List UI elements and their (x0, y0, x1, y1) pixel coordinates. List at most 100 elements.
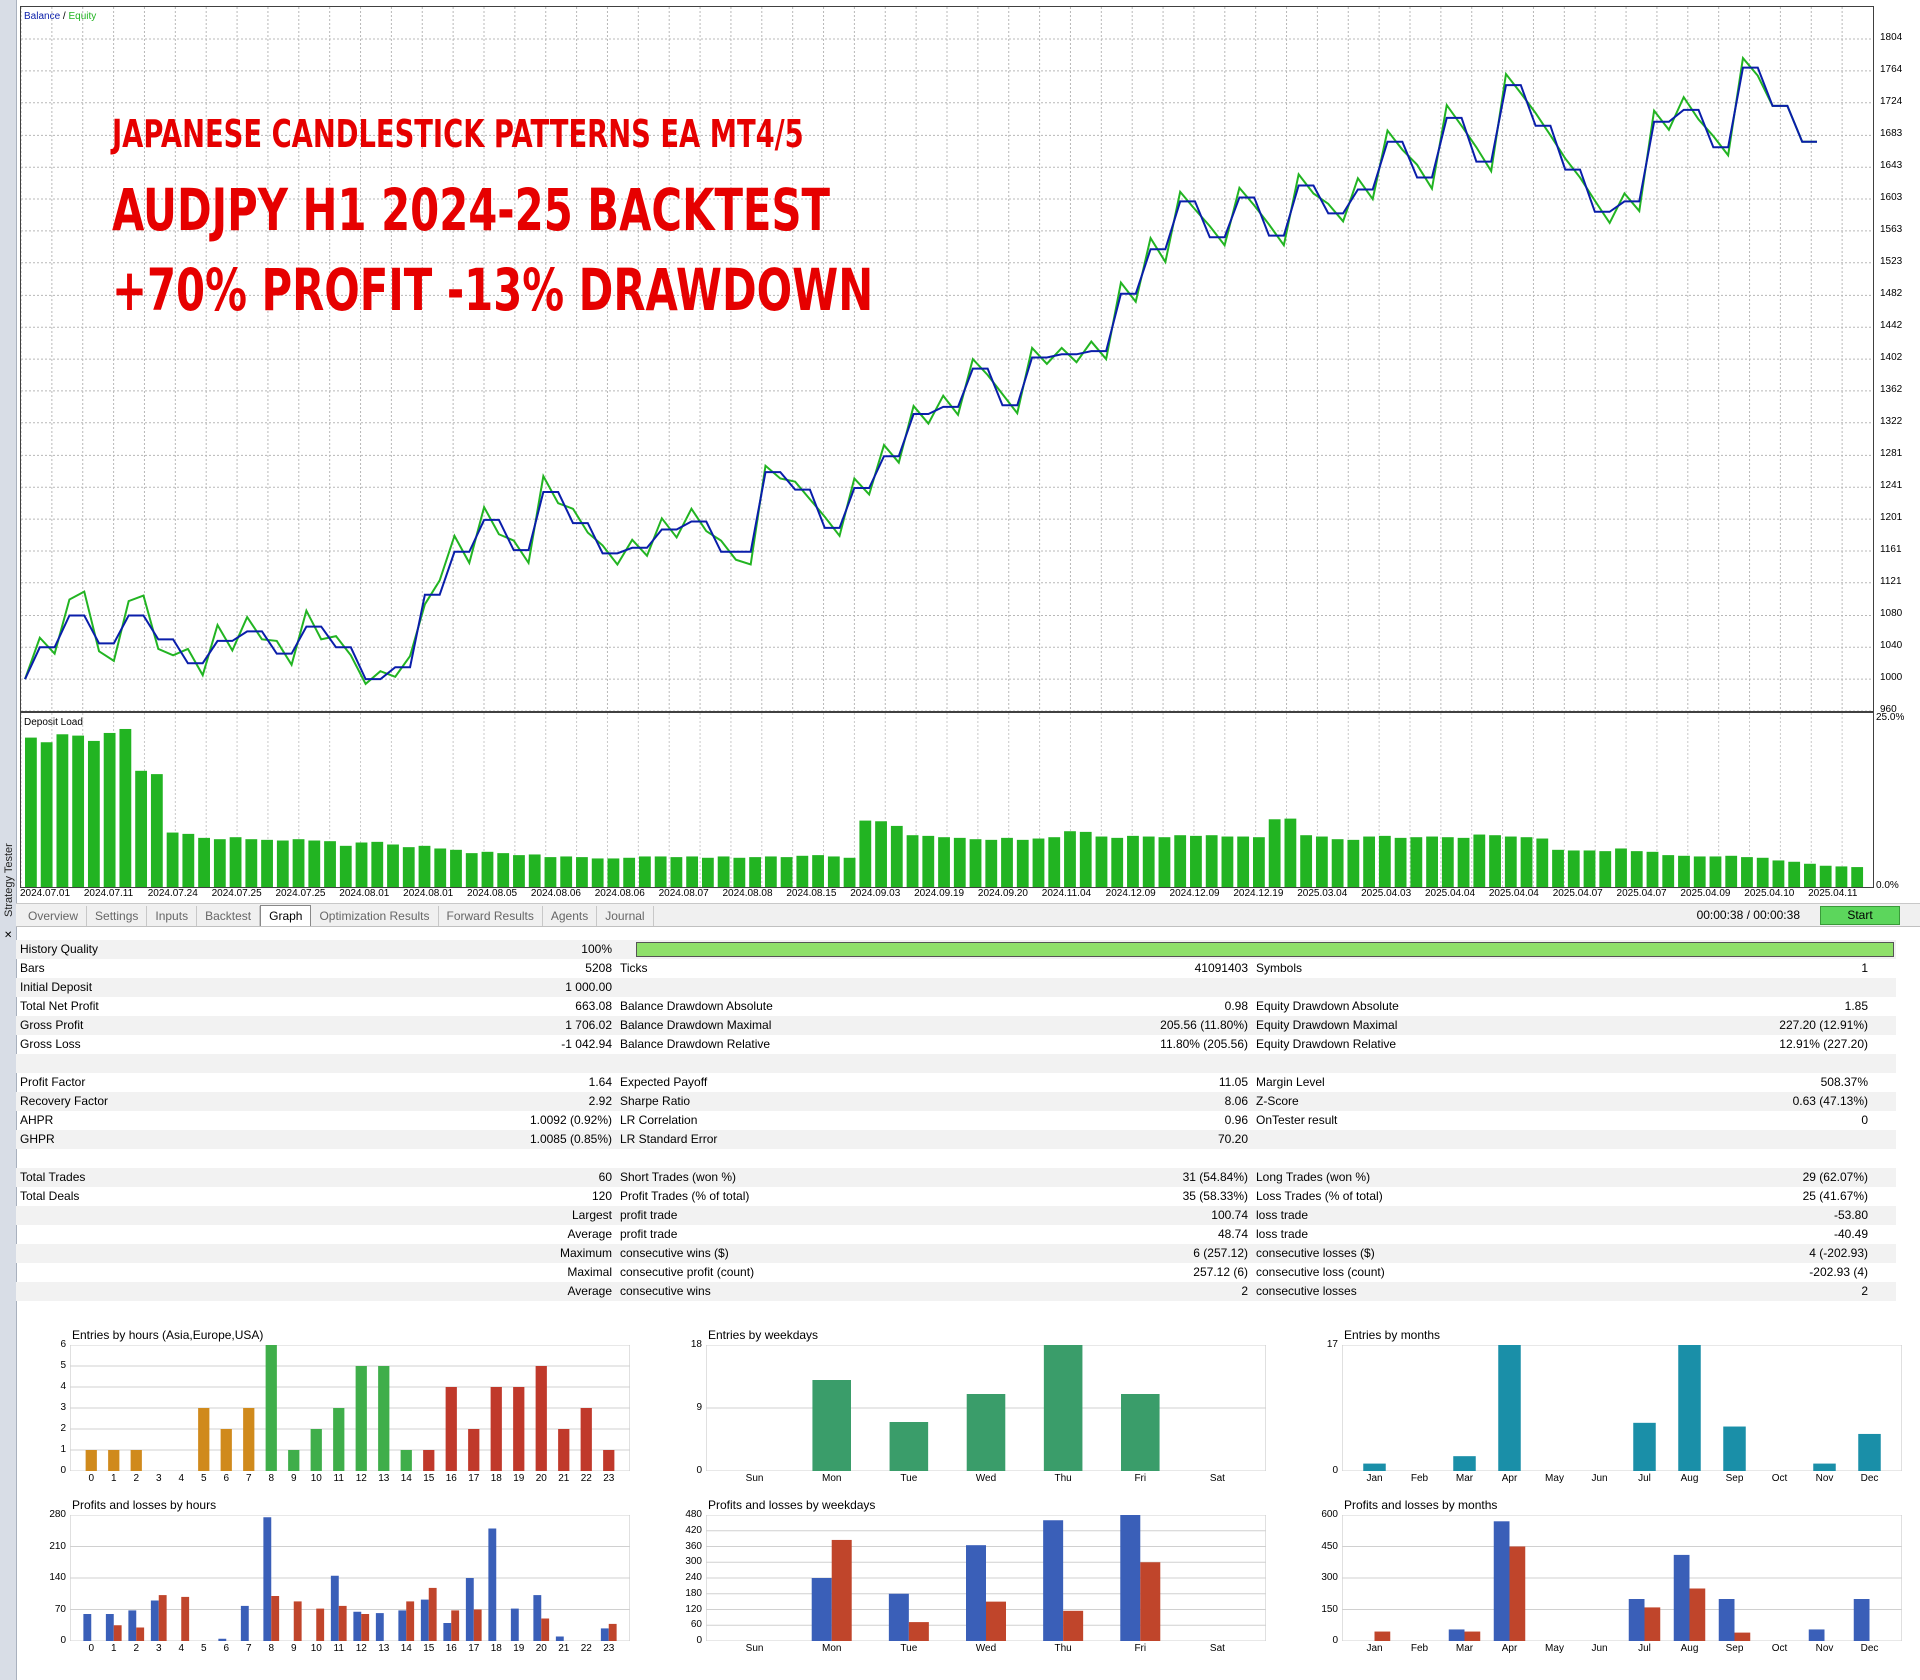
deposit-load-bar (591, 858, 604, 887)
deposit-load-bar (1127, 835, 1139, 887)
price-tick-label: 960 (1880, 704, 1897, 715)
deposit-load-bar (465, 853, 478, 887)
stats-cell: LR Standard Error 70.20 (616, 1130, 1252, 1149)
stats-row: Total Trades 60 Short Trades (won %) 31 (54… (16, 1168, 1896, 1187)
stats-cell: loss trade -53.80 (1252, 1206, 1872, 1225)
stat-label: Initial Deposit (20, 980, 93, 994)
tab-forward-results[interactable]: Forward Results (439, 906, 543, 926)
mini-bar (831, 1539, 852, 1641)
deposit-load-bar (497, 853, 510, 887)
stat-value: 227.20 (12.91%) (1779, 1018, 1868, 1032)
mini-bar (293, 1601, 302, 1641)
mini-bar (113, 1625, 122, 1641)
stats-cell: Sharpe Ratio 8.06 (616, 1092, 1252, 1111)
plot-frame (1342, 1345, 1902, 1471)
stats-cell: Balance Drawdown Maximal 205.56 (11.80%) (616, 1016, 1252, 1035)
stat-label: profit trade (620, 1227, 678, 1241)
tab-graph[interactable]: Graph (260, 905, 312, 926)
stat-value: 5208 (585, 961, 612, 975)
mini-bar (1678, 1345, 1701, 1471)
date-tick-label: 2025.04.11 (1808, 888, 1858, 899)
stat-value: 0.96 (1224, 1113, 1248, 1127)
mini-bar (1363, 1463, 1386, 1471)
stats-row: Average consecutive wins 2 consecutive loss… (16, 1282, 1896, 1301)
deposit-load-bar (1300, 835, 1313, 887)
date-tick-label: 2024.07.01 (20, 888, 71, 899)
mini-x-tick: 5 (200, 1643, 207, 1654)
deposit-load-bar (119, 728, 132, 887)
price-tick-label: 1724 (1880, 95, 1903, 107)
deposit-load-bar (717, 856, 730, 887)
deposit-load-bar (387, 844, 399, 887)
stats-row: Profit Factor 1.64 Expected Payoff 11.05 Mar… (16, 1073, 1896, 1092)
stat-label: Expected Payoff (620, 1075, 708, 1089)
mini-x-tick: May (1545, 1643, 1564, 1654)
stat-value: 11.05 (1218, 1075, 1248, 1089)
mini-x-tick: 22 (580, 1473, 592, 1484)
deposit-load-bar (780, 857, 793, 887)
deposit-load-bar (1441, 837, 1454, 887)
stat-value: 0 (1861, 1113, 1868, 1127)
stat-label: Total Net Profit (20, 999, 99, 1013)
stat-value: 35 (58.33%) (1182, 1189, 1248, 1203)
mini-bar (535, 1366, 547, 1471)
price-tick-label: 1080 (1880, 608, 1903, 620)
stat-label: consecutive loss (count) (1256, 1265, 1385, 1279)
mini-bar (445, 1387, 457, 1471)
price-tick-label: 1643 (1880, 160, 1903, 172)
mini-chart-title: Entries by hours (Asia,Europe,USA) (72, 1328, 264, 1342)
stats-cell: Margin Level 508.37% (1252, 1073, 1872, 1092)
mini-x-tick: Jun (1591, 1473, 1608, 1484)
date-tick-label: 2025.04.07 (1552, 888, 1603, 899)
mini-chart-title: Profits and losses by hours (72, 1498, 217, 1512)
tab-agents[interactable]: Agents (543, 906, 598, 926)
mini-bar (105, 1614, 114, 1641)
mini-x-tick: 0 (88, 1473, 95, 1484)
mini-x-tick: Wed (975, 1473, 997, 1484)
date-tick-label: 2024.12.09 (1169, 888, 1220, 899)
date-tick-label: 2025.03.04 (1297, 888, 1348, 899)
deposit-load-bar (245, 839, 258, 887)
start-button[interactable]: Start (1820, 906, 1900, 925)
date-tick-label: 2025.04.09 (1680, 888, 1731, 899)
stat-label: Z-Score (1256, 1094, 1299, 1108)
stat-value: 1 (1861, 961, 1868, 975)
deposit-load-bar (1709, 856, 1722, 887)
stats-cell: Symbols 1 (1252, 959, 1872, 978)
stat-label: Loss Trades (% of total) (1256, 1189, 1383, 1203)
mini-bar (1853, 1599, 1870, 1641)
deposit-load-bar (1394, 837, 1407, 887)
close-icon[interactable]: ✕ (4, 930, 13, 941)
mini-x-tick: 13 (378, 1643, 390, 1654)
mini-y-tick: 280 (49, 1509, 66, 1520)
tab-journal[interactable]: Journal (597, 906, 654, 926)
mini-bar (108, 1450, 120, 1471)
deposit-load-bar (843, 857, 856, 887)
stats-row: Gross Loss -1 042.94 Balance Drawdown Rela… (16, 1035, 1896, 1054)
tab-backtest[interactable]: Backtest (197, 906, 261, 926)
elapsed-timer: 00:00:38 / 00:00:38 (1696, 908, 1800, 922)
deposit-load-bar (922, 835, 935, 887)
deposit-load-bar (1520, 837, 1533, 887)
tab-settings[interactable]: Settings (87, 906, 148, 926)
tab-optimization-results[interactable]: Optimization Results (311, 906, 439, 926)
stat-value: 4 (-202.93) (1809, 1246, 1868, 1260)
mini-x-tick: 10 (310, 1643, 322, 1654)
deposit-load-bar (733, 857, 746, 887)
tab-inputs[interactable]: Inputs (147, 906, 198, 926)
stats-cell: Ticks 41091403 (616, 959, 1252, 978)
mini-y-tick: 240 (685, 1572, 702, 1583)
divider (16, 926, 1920, 927)
mini-x-tick: 17 (468, 1643, 480, 1654)
deposit-load-bar (1284, 818, 1297, 887)
price-tick-label: 1000 (1880, 672, 1903, 684)
history-quality-bar (636, 942, 1894, 957)
mini-x-tick: 20 (535, 1473, 547, 1484)
mini-x-tick: Wed (975, 1643, 997, 1654)
mini-x-tick: Jul (1638, 1473, 1651, 1484)
deposit-load-bar (25, 737, 37, 887)
stats-cell (1252, 1130, 1872, 1149)
mini-x-tick: 1 (110, 1473, 117, 1484)
tab-overview[interactable]: Overview (20, 906, 88, 926)
mini-x-tick: 21 (558, 1473, 570, 1484)
